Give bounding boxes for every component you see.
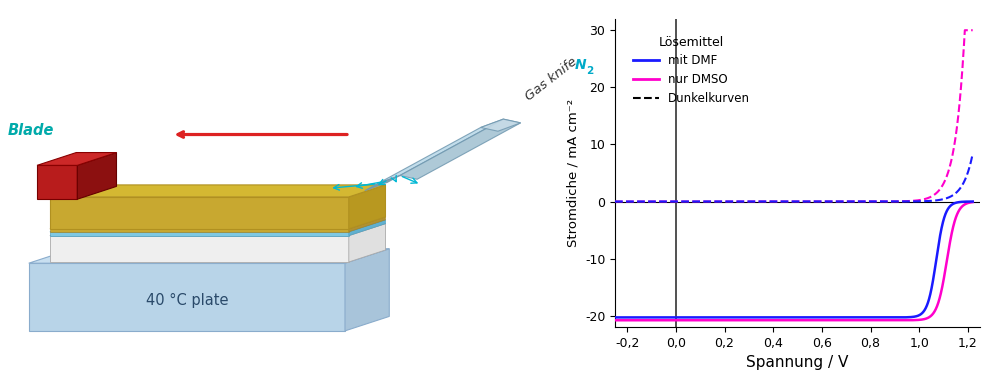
Polygon shape [349,220,385,236]
Text: Blade: Blade [8,123,54,138]
Polygon shape [50,197,349,229]
Legend: mit DMF, nur DMSO, Dunkelkurven: mit DMF, nur DMSO, Dunkelkurven [628,31,755,110]
Text: 2: 2 [587,66,594,76]
Polygon shape [37,153,116,165]
Polygon shape [50,232,349,236]
Polygon shape [349,185,385,229]
Polygon shape [349,224,385,262]
Polygon shape [481,119,521,131]
Polygon shape [50,236,349,262]
Polygon shape [50,229,349,232]
Y-axis label: Stromdiche / mA cm⁻²: Stromdiche / mA cm⁻² [566,99,579,247]
Polygon shape [50,217,385,229]
Polygon shape [345,249,389,331]
Polygon shape [50,224,385,236]
X-axis label: Spannung / V: Spannung / V [746,355,849,370]
Polygon shape [377,119,503,184]
Polygon shape [365,176,400,191]
Polygon shape [349,217,385,232]
Text: N: N [574,58,586,72]
Polygon shape [29,263,345,331]
Polygon shape [50,185,385,197]
Polygon shape [400,119,521,179]
Polygon shape [37,165,77,199]
Text: 40 °C plate: 40 °C plate [146,293,228,308]
Polygon shape [50,220,385,232]
Text: Gas knife: Gas knife [523,55,580,103]
Polygon shape [77,153,116,199]
Polygon shape [29,249,389,263]
